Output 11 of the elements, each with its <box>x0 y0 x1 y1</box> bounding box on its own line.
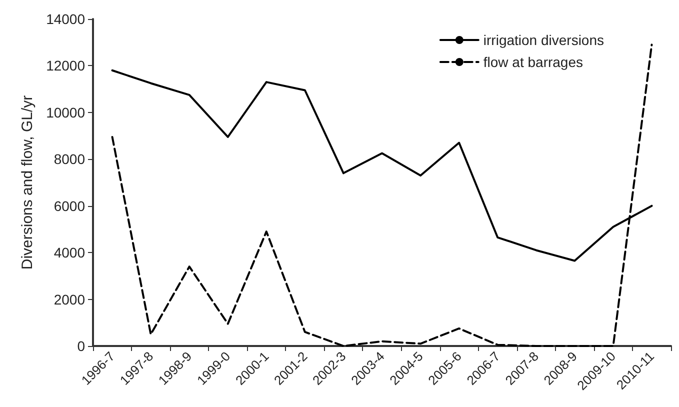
legend-label: flow at barrages <box>483 54 584 70</box>
y-tick-label: 0 <box>77 338 86 354</box>
y-tick-label: 8000 <box>54 151 86 168</box>
y-tick-label: 4000 <box>54 244 86 261</box>
y-tick-label: 14000 <box>46 11 86 27</box>
y-tick-label: 10000 <box>46 104 86 120</box>
y-tick-label: 6000 <box>54 198 86 214</box>
y-tick-label: 2000 <box>54 291 86 308</box>
y-tick-label: 12000 <box>46 58 86 74</box>
legend-label: irrigation diversions <box>483 32 604 48</box>
y-axis-title: Diversions and flow, GL/yr <box>19 95 36 270</box>
